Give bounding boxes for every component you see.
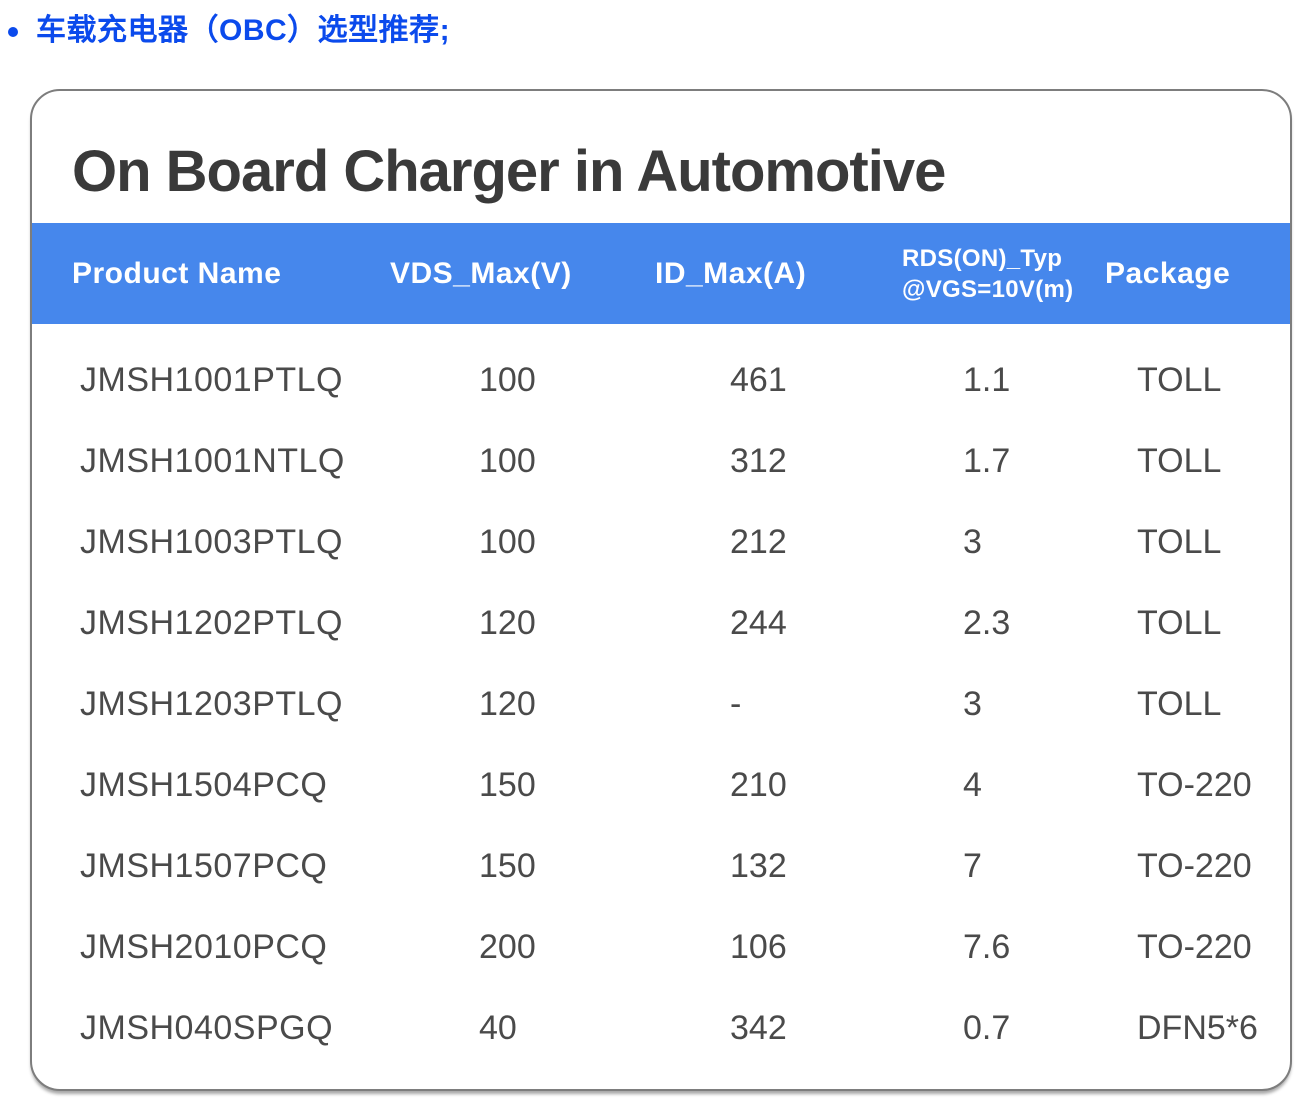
cell-id-max: 106 [730, 928, 787, 966]
cell-id-max: - [730, 685, 742, 723]
cell-product-name: JMSH1203PTLQ [80, 685, 343, 723]
cell-rds-on-typ: 4 [963, 766, 982, 804]
cell-package: TO-220 [1137, 928, 1252, 966]
column-header-vds-max: VDS_Max(V) [390, 256, 572, 290]
cell-rds-on-typ: 1.7 [963, 442, 1011, 480]
cell-product-name: JMSH1202PTLQ [80, 604, 343, 642]
cell-vds-max: 100 [479, 523, 536, 561]
column-header-rds-on-typ: RDS(ON)_Typ @VGS=10V(m) [897, 243, 1092, 305]
cell-id-max: 132 [730, 847, 787, 885]
cell-id-max: 312 [730, 442, 787, 480]
cell-rds-on-typ: 3 [963, 523, 982, 561]
table-row: JMSH1003PTLQ 100 212 3 TOLL [32, 502, 1290, 583]
table-row: JMSH1202PTLQ 120 244 2.3 TOLL [32, 583, 1290, 664]
table-row: JMSH040SPGQ 40 342 0.7 DFN5*6 [32, 988, 1290, 1069]
table-row: JMSH1001PTLQ 100 461 1.1 TOLL [32, 340, 1290, 421]
product-table-card: On Board Charger in Automotive Product N… [30, 89, 1292, 1091]
cell-product-name: JMSH040SPGQ [80, 1009, 334, 1047]
cell-package: DFN5*6 [1137, 1009, 1258, 1047]
cell-vds-max: 40 [479, 1009, 517, 1047]
cell-rds-on-typ: 7 [963, 847, 982, 885]
cell-product-name: JMSH2010PCQ [80, 928, 328, 966]
cell-vds-max: 100 [479, 442, 536, 480]
table-row: JMSH2010PCQ 200 106 7.6 TO-220 [32, 907, 1290, 988]
column-header-rds-line2: @VGS=10V(m) [902, 275, 1074, 303]
cell-vds-max: 150 [479, 766, 536, 804]
cell-vds-max: 120 [479, 685, 536, 723]
cell-rds-on-typ: 1.1 [963, 361, 1011, 399]
column-header-package: Package [1105, 256, 1231, 290]
table-row: JMSH1504PCQ 150 210 4 TO-220 [32, 745, 1290, 826]
cell-product-name: JMSH1507PCQ [80, 847, 328, 885]
cell-product-name: JMSH1504PCQ [80, 766, 328, 804]
cell-package: TOLL [1137, 604, 1222, 642]
cell-package: TOLL [1137, 523, 1222, 561]
table-row: JMSH1203PTLQ 120 - 3 TOLL [32, 664, 1290, 745]
bullet-icon [8, 27, 18, 37]
column-header-id-max: ID_Max(A) [655, 256, 807, 290]
cell-id-max: 212 [730, 523, 787, 561]
cell-package: TO-220 [1137, 847, 1252, 885]
card-title-area: On Board Charger in Automotive [32, 91, 1290, 223]
table-body: JMSH1001PTLQ 100 461 1.1 TOLL JMSH1001NT… [32, 324, 1290, 1069]
cell-package: TOLL [1137, 685, 1222, 723]
cell-rds-on-typ: 3 [963, 685, 982, 723]
cell-product-name: JMSH1001PTLQ [80, 361, 343, 399]
column-header-rds-line1: RDS(ON)_Typ [902, 244, 1063, 272]
cell-vds-max: 100 [479, 361, 536, 399]
column-header-product-name: Product Name [72, 256, 282, 290]
cell-vds-max: 120 [479, 604, 536, 642]
table-row: JMSH1507PCQ 150 132 7 TO-220 [32, 826, 1290, 907]
cell-id-max: 461 [730, 361, 787, 399]
cell-vds-max: 200 [479, 928, 536, 966]
cell-product-name: JMSH1003PTLQ [80, 523, 343, 561]
cell-product-name: JMSH1001NTLQ [80, 442, 345, 480]
cell-package: TOLL [1137, 361, 1222, 399]
cell-vds-max: 150 [479, 847, 536, 885]
bullet-heading-row: 车载充电器（OBC）选型推荐; [8, 12, 450, 50]
cell-rds-on-typ: 2.3 [963, 604, 1011, 642]
table-header-row: Product Name VDS_Max(V) ID_Max(A) RDS(ON… [32, 223, 1290, 324]
cell-id-max: 210 [730, 766, 787, 804]
cell-package: TOLL [1137, 442, 1222, 480]
cell-id-max: 244 [730, 604, 787, 642]
cell-rds-on-typ: 0.7 [963, 1009, 1011, 1047]
bullet-heading-text: 车载充电器（OBC）选型推荐; [36, 14, 451, 47]
cell-package: TO-220 [1137, 766, 1252, 804]
cell-rds-on-typ: 7.6 [963, 928, 1011, 966]
cell-id-max: 342 [730, 1009, 787, 1047]
table-row: JMSH1001NTLQ 100 312 1.7 TOLL [32, 421, 1290, 502]
card-title: On Board Charger in Automotive [72, 139, 946, 204]
